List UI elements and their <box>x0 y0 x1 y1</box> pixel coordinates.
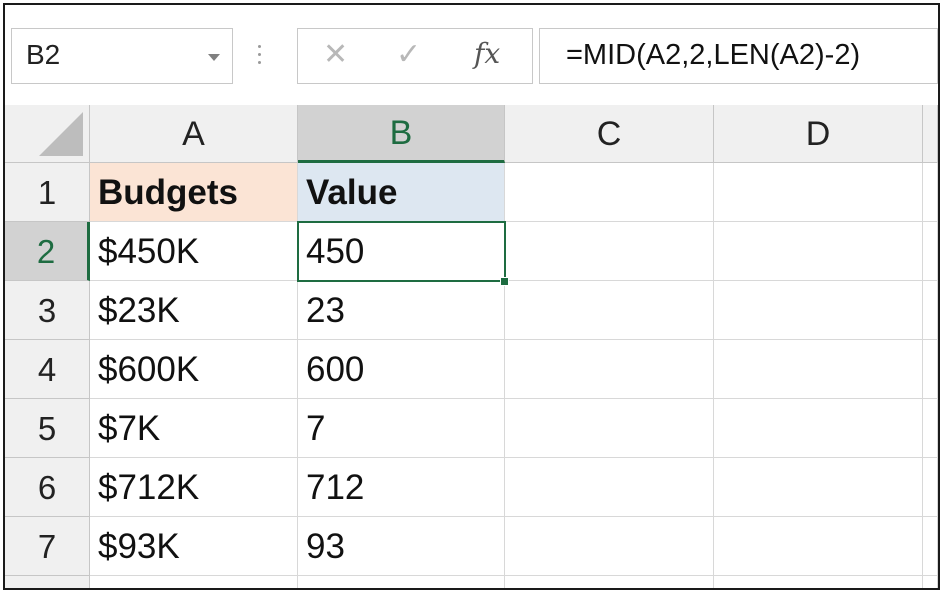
cell-e1[interactable] <box>923 163 938 222</box>
row-header-8[interactable] <box>5 576 90 588</box>
cell-d4[interactable] <box>714 340 923 399</box>
name-box-value: B2 <box>26 39 61 70</box>
cell-e7[interactable] <box>923 517 938 576</box>
column-header-e[interactable] <box>923 105 938 163</box>
cell-e3[interactable] <box>923 281 938 340</box>
row-header-6[interactable]: 6 <box>5 458 90 517</box>
cell-a4[interactable]: $600K <box>90 340 298 399</box>
cell-d2[interactable] <box>714 222 923 281</box>
column-header-c[interactable]: C <box>505 105 714 163</box>
cell-e5[interactable] <box>923 399 938 458</box>
chevron-down-icon[interactable] <box>208 54 220 61</box>
column-header-d[interactable]: D <box>714 105 923 163</box>
cell-e4[interactable] <box>923 340 938 399</box>
row-header-2[interactable]: 2 <box>5 222 90 281</box>
cell-b8[interactable] <box>298 576 505 588</box>
insert-function-icon[interactable]: fx <box>474 37 501 70</box>
row-header-4[interactable]: 4 <box>5 340 90 399</box>
cell-c1[interactable] <box>505 163 714 222</box>
cell-a3[interactable]: $23K <box>90 281 298 340</box>
cancel-icon[interactable]: ✕ <box>323 38 349 71</box>
cell-a7[interactable]: $93K <box>90 517 298 576</box>
cell-d3[interactable] <box>714 281 923 340</box>
row-header-1[interactable]: 1 <box>5 163 90 222</box>
worksheet-grid: A B C D 1 2 3 4 5 6 7 Budgets Value $450… <box>5 105 938 588</box>
fill-handle[interactable] <box>500 277 509 286</box>
column-header-b[interactable]: B <box>298 105 505 163</box>
cell-b5[interactable]: 7 <box>298 399 505 458</box>
row-header-3[interactable]: 3 <box>5 281 90 340</box>
cell-c2[interactable] <box>505 222 714 281</box>
select-all-button[interactable] <box>5 105 90 163</box>
cell-c4[interactable] <box>505 340 714 399</box>
cell-d7[interactable] <box>714 517 923 576</box>
cell-d1[interactable] <box>714 163 923 222</box>
formula-text: =MID(A2,2,LEN(A2)-2) <box>566 39 861 71</box>
cell-c7[interactable] <box>505 517 714 576</box>
cell-b1[interactable]: Value <box>298 163 505 222</box>
cell-b6[interactable]: 712 <box>298 458 505 517</box>
formula-buttons: ✕ ✓ fx <box>297 28 533 84</box>
cell-e6[interactable] <box>923 458 938 517</box>
cell-b2[interactable]: 450 <box>298 222 505 281</box>
cell-a8[interactable] <box>90 576 298 588</box>
cell-d5[interactable] <box>714 399 923 458</box>
column-header-a[interactable]: A <box>90 105 298 163</box>
cell-e8[interactable] <box>923 576 938 588</box>
select-all-triangle-icon <box>39 112 83 156</box>
cell-b4[interactable]: 600 <box>298 340 505 399</box>
enter-icon[interactable]: ✓ <box>396 38 422 71</box>
cell-a1[interactable]: Budgets <box>90 163 298 222</box>
name-box[interactable]: B2 <box>11 28 233 84</box>
formula-input[interactable]: =MID(A2,2,LEN(A2)-2) <box>539 28 938 84</box>
spreadsheet-window: B2 ✕ ✓ fx =MID(A2,2,LEN(A2)-2) A B C D 1… <box>3 3 940 590</box>
row-header-7[interactable]: 7 <box>5 517 90 576</box>
cell-b3[interactable]: 23 <box>298 281 505 340</box>
cell-a2[interactable]: $450K <box>90 222 298 281</box>
formula-bar-area: B2 ✕ ✓ fx =MID(A2,2,LEN(A2)-2) <box>5 5 938 105</box>
cell-b7[interactable]: 93 <box>298 517 505 576</box>
cell-c5[interactable] <box>505 399 714 458</box>
cell-a5[interactable]: $7K <box>90 399 298 458</box>
cell-d8[interactable] <box>714 576 923 588</box>
cell-c3[interactable] <box>505 281 714 340</box>
cell-d6[interactable] <box>714 458 923 517</box>
cell-c8[interactable] <box>505 576 714 588</box>
cell-e2[interactable] <box>923 222 938 281</box>
grip-dots-icon[interactable] <box>257 45 263 71</box>
cell-c6[interactable] <box>505 458 714 517</box>
row-header-5[interactable]: 5 <box>5 399 90 458</box>
cell-a6[interactable]: $712K <box>90 458 298 517</box>
